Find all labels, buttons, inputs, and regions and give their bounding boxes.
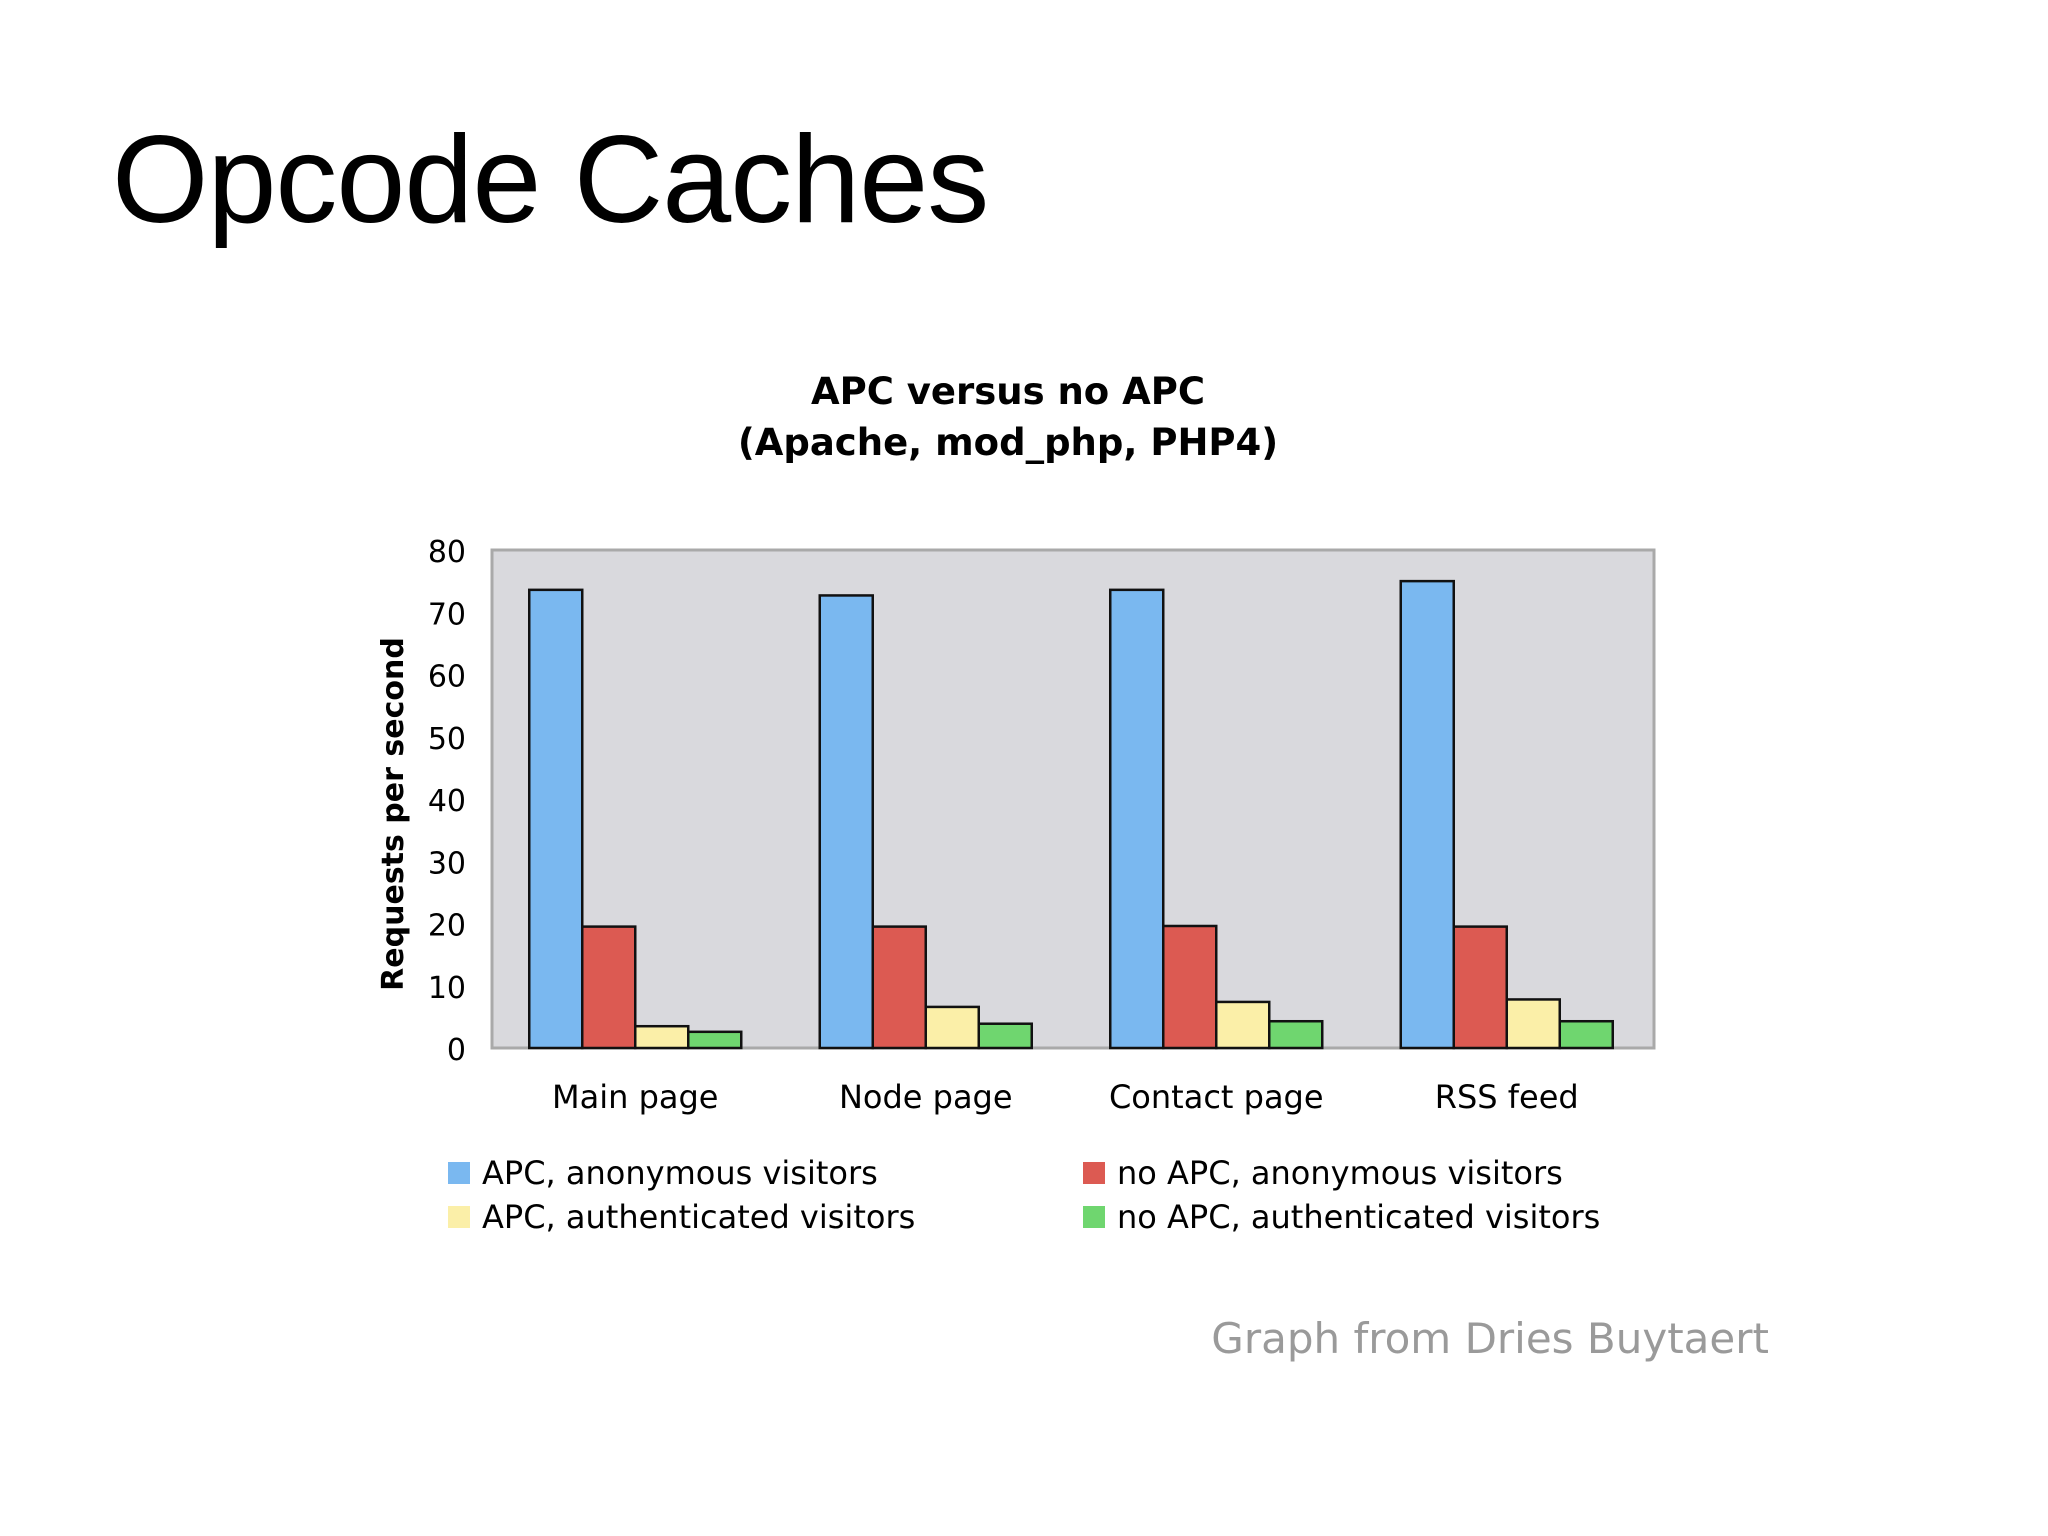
graph-credit: Graph from Dries Buytaert: [1211, 1314, 1769, 1363]
bar: [1215, 1000, 1271, 1050]
chart-title: APC versus no APC: [810, 370, 1206, 413]
y-tick-label: 50: [428, 722, 466, 757]
y-axis-label: Requests per second: [376, 637, 411, 991]
y-tick-label: 40: [428, 784, 466, 819]
bar: [1268, 1019, 1324, 1050]
chart-subtitle: (Apache, mod_php, PHP4): [737, 421, 1279, 464]
y-tick-label: 30: [428, 846, 466, 881]
bar: [1505, 998, 1561, 1050]
bar: [1452, 925, 1508, 1050]
y-tick-label: 0: [447, 1033, 466, 1068]
bar: [1109, 588, 1165, 1050]
y-tick-label: 20: [428, 909, 466, 944]
x-tick-label: Main page: [552, 1078, 718, 1116]
bar: [1399, 579, 1455, 1050]
bar: [581, 925, 637, 1050]
bar: [687, 1030, 743, 1050]
bar: [528, 588, 584, 1050]
slide-title: Opcode Caches: [112, 111, 989, 249]
y-tick-label: 70: [428, 597, 466, 632]
bar: [871, 925, 927, 1050]
bar: [977, 1022, 1033, 1050]
y-tick-label: 10: [428, 971, 466, 1006]
bar: [818, 594, 874, 1050]
bar: [1162, 924, 1218, 1050]
y-tick-label: 80: [428, 535, 466, 570]
bar: [924, 1005, 980, 1050]
x-tick-label: Node page: [839, 1078, 1013, 1116]
bar: [1558, 1019, 1614, 1050]
y-tick-label: 60: [428, 660, 466, 695]
x-tick-label: RSS feed: [1435, 1078, 1579, 1116]
x-tick-label: Contact page: [1109, 1078, 1324, 1116]
bar: [634, 1024, 690, 1050]
